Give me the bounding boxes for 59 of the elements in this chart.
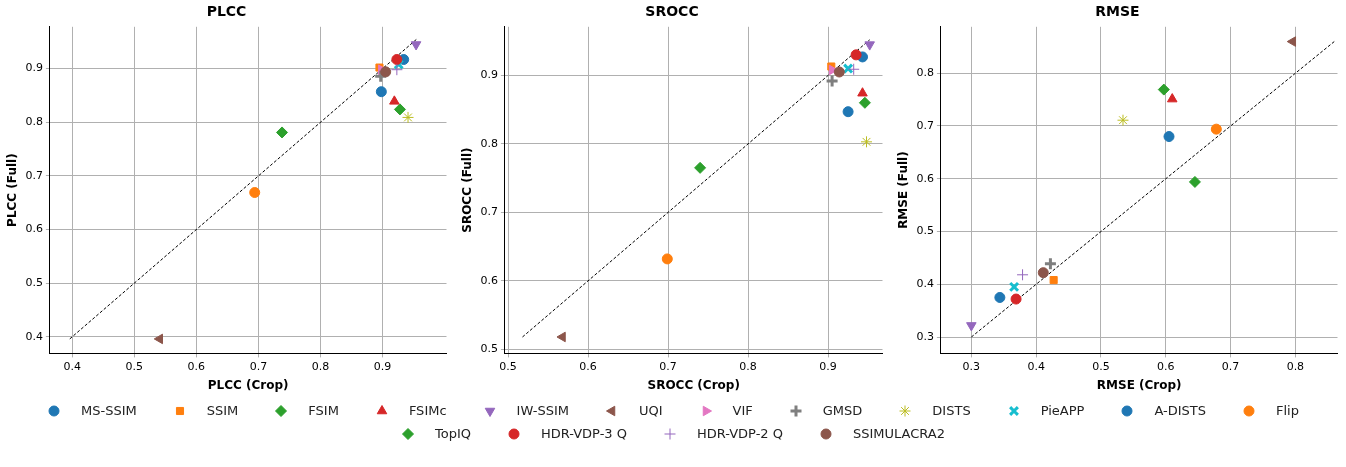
legend-label: FSIMc [408, 403, 447, 418]
legend-label: PieAPP [1040, 403, 1085, 418]
x-axis-title: PLCC (Crop) [207, 377, 289, 392]
y-tick-label: 0.6 [916, 171, 934, 185]
y-tick-label: 0.6 [480, 273, 498, 287]
legend-label: IW-SSIM [516, 403, 569, 418]
x-tick-label: 0.7 [1221, 359, 1240, 373]
y-tick-label: 0.3 [916, 329, 934, 343]
y-tick-label: 0.7 [480, 205, 498, 219]
x-axis-title: SROCC (Crop) [647, 377, 740, 392]
y-tick-label: 0.6 [25, 222, 43, 236]
chart-title: RMSE [1095, 3, 1140, 20]
x-tick-label: 0.6 [579, 359, 597, 373]
legend-label: FSIM [308, 403, 339, 418]
x-tick-label: 0.6 [1157, 359, 1175, 373]
y-tick-label: 0.9 [480, 68, 498, 82]
y-axis-title: SROCC (Full) [460, 147, 475, 233]
x-tick-label: 0.4 [63, 359, 81, 373]
chart-title: SROCC [645, 3, 699, 20]
x-tick-label: 0.6 [187, 359, 206, 373]
x-tick-label: 0.7 [249, 359, 268, 373]
y-axis-title: PLCC (Full) [5, 153, 20, 227]
legend-label: SSIM [206, 403, 239, 418]
chart-title: PLCC [206, 3, 247, 20]
y-axis-title: RMSE (Full) [896, 151, 911, 229]
legend-label: VIF [732, 403, 753, 418]
y-tick-label: 0.8 [25, 115, 43, 129]
y-tick-label: 0.8 [480, 136, 498, 150]
y-tick-label: 0.5 [916, 224, 934, 238]
legend-label: SSIMULACRA2 [853, 426, 946, 441]
x-tick-label: 0.5 [125, 359, 144, 373]
legend-label: UQI [638, 403, 663, 418]
y-tick-label: 0.4 [25, 329, 43, 343]
legend-label: DISTS [932, 403, 971, 418]
legend-label: HDR-VDP-2 Q [696, 426, 783, 441]
legend-label: A-DISTS [1154, 403, 1206, 418]
y-tick-label: 0.9 [25, 61, 43, 75]
legend-label: TopIQ [434, 426, 471, 441]
x-tick-label: 0.7 [659, 359, 677, 373]
x-tick-label: 0.3 [962, 359, 981, 373]
legend-label: MS-SSIM [81, 403, 137, 418]
x-tick-label: 0.5 [1092, 359, 1110, 373]
x-tick-label: 0.8 [1286, 359, 1305, 373]
x-tick-label: 0.5 [499, 359, 517, 373]
x-tick-label: 0.9 [373, 359, 392, 373]
y-tick-label: 0.7 [25, 168, 43, 182]
x-tick-label: 0.9 [819, 359, 837, 373]
legend-label: GMSD [822, 403, 863, 418]
x-axis-title: RMSE (Crop) [1096, 377, 1182, 392]
y-tick-label: 0.4 [916, 277, 934, 291]
y-tick-label: 0.5 [25, 276, 43, 290]
y-tick-label: 0.8 [916, 66, 934, 80]
x-tick-label: 0.4 [1027, 359, 1045, 373]
legend-label: Flip [1276, 403, 1299, 418]
x-tick-label: 0.8 [739, 359, 757, 373]
y-tick-label: 0.5 [480, 342, 498, 356]
legend-label: HDR-VDP-3 Q [540, 426, 627, 441]
x-tick-label: 0.8 [311, 359, 330, 373]
y-tick-label: 0.7 [916, 118, 934, 132]
